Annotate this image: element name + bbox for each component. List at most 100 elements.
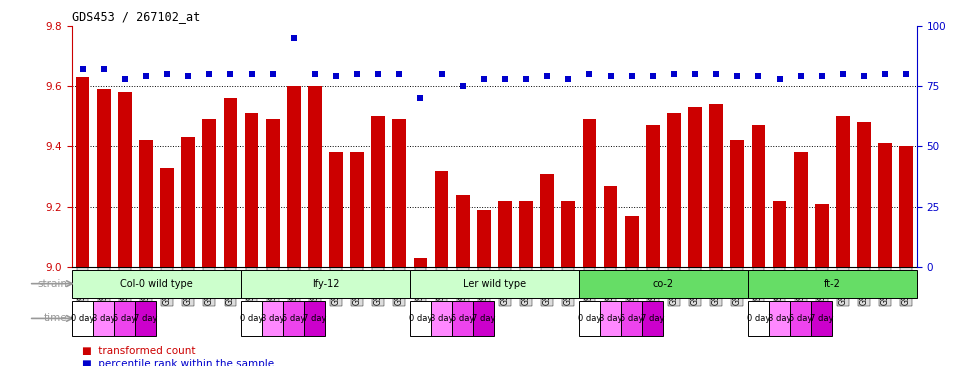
- Point: [392, 71, 407, 77]
- Bar: [811, 301, 832, 336]
- Bar: [72, 301, 93, 336]
- Text: 5 day: 5 day: [282, 314, 305, 323]
- Text: ■  transformed count: ■ transformed count: [82, 346, 195, 356]
- Point: [223, 71, 238, 77]
- Text: lfy-12: lfy-12: [312, 279, 339, 289]
- Point: [476, 76, 492, 82]
- Point: [75, 66, 90, 72]
- Bar: [878, 143, 892, 267]
- Point: [687, 71, 703, 77]
- Bar: [93, 301, 114, 336]
- Text: 7 day: 7 day: [810, 314, 833, 323]
- Point: [244, 71, 259, 77]
- Point: [624, 74, 639, 79]
- Bar: [287, 86, 300, 267]
- Text: 0 day: 0 day: [71, 314, 94, 323]
- Point: [286, 35, 301, 41]
- Bar: [752, 125, 765, 267]
- Text: 3 day: 3 day: [92, 314, 115, 323]
- Point: [265, 71, 280, 77]
- Text: ■  percentile rank within the sample: ■ percentile rank within the sample: [82, 359, 274, 366]
- Text: 7 day: 7 day: [303, 314, 326, 323]
- Text: strain: strain: [37, 279, 67, 289]
- Bar: [625, 216, 638, 267]
- Bar: [114, 301, 135, 336]
- Bar: [414, 258, 427, 267]
- Point: [180, 74, 196, 79]
- Bar: [579, 270, 748, 298]
- Bar: [393, 119, 406, 267]
- Bar: [241, 301, 262, 336]
- Bar: [773, 201, 786, 267]
- Text: 3 day: 3 day: [430, 314, 453, 323]
- Bar: [435, 171, 448, 267]
- Point: [730, 74, 745, 79]
- Point: [645, 74, 660, 79]
- Bar: [562, 201, 575, 267]
- Point: [814, 74, 829, 79]
- Bar: [815, 204, 828, 267]
- Point: [96, 66, 111, 72]
- Text: 3 day: 3 day: [599, 314, 622, 323]
- Bar: [241, 270, 410, 298]
- Bar: [604, 186, 617, 267]
- Bar: [498, 201, 512, 267]
- Point: [751, 74, 766, 79]
- Point: [835, 71, 851, 77]
- Text: 0 day: 0 day: [578, 314, 601, 323]
- Text: co-2: co-2: [653, 279, 674, 289]
- Point: [877, 71, 893, 77]
- Point: [497, 76, 513, 82]
- Text: 5 day: 5 day: [451, 314, 474, 323]
- Bar: [452, 301, 473, 336]
- Point: [159, 71, 175, 77]
- Bar: [97, 89, 110, 267]
- Point: [371, 71, 386, 77]
- Bar: [224, 98, 237, 267]
- Point: [349, 71, 365, 77]
- Bar: [857, 122, 871, 267]
- Bar: [790, 301, 811, 336]
- Bar: [731, 140, 744, 267]
- Text: 5 day: 5 day: [789, 314, 812, 323]
- Bar: [646, 125, 660, 267]
- Bar: [283, 301, 304, 336]
- Point: [561, 76, 576, 82]
- Text: 0 day: 0 day: [747, 314, 770, 323]
- Text: GDS453 / 267102_at: GDS453 / 267102_at: [72, 10, 201, 23]
- Bar: [477, 210, 491, 267]
- Text: 5 day: 5 day: [113, 314, 136, 323]
- Point: [856, 74, 872, 79]
- Point: [117, 76, 132, 82]
- Point: [540, 74, 555, 79]
- Bar: [900, 146, 913, 267]
- Point: [518, 76, 534, 82]
- Text: 7 day: 7 day: [641, 314, 664, 323]
- Bar: [688, 107, 702, 267]
- Text: 0 day: 0 day: [240, 314, 263, 323]
- Bar: [600, 301, 621, 336]
- Bar: [76, 77, 89, 267]
- Bar: [203, 119, 216, 267]
- Text: 3 day: 3 day: [261, 314, 284, 323]
- Point: [138, 74, 154, 79]
- Bar: [245, 113, 258, 267]
- Point: [328, 74, 344, 79]
- Text: 3 day: 3 day: [768, 314, 791, 323]
- Point: [666, 71, 682, 77]
- Point: [434, 71, 449, 77]
- Text: Ler wild type: Ler wild type: [463, 279, 526, 289]
- Bar: [642, 301, 663, 336]
- Text: ft-2: ft-2: [824, 279, 841, 289]
- Bar: [456, 195, 469, 267]
- Bar: [431, 301, 452, 336]
- Point: [772, 76, 787, 82]
- Bar: [372, 116, 385, 267]
- Text: Col-0 wild type: Col-0 wild type: [120, 279, 193, 289]
- Text: 7 day: 7 day: [472, 314, 495, 323]
- Bar: [72, 270, 241, 298]
- Point: [582, 71, 597, 77]
- Bar: [304, 301, 325, 336]
- Bar: [519, 201, 533, 267]
- Bar: [709, 104, 723, 267]
